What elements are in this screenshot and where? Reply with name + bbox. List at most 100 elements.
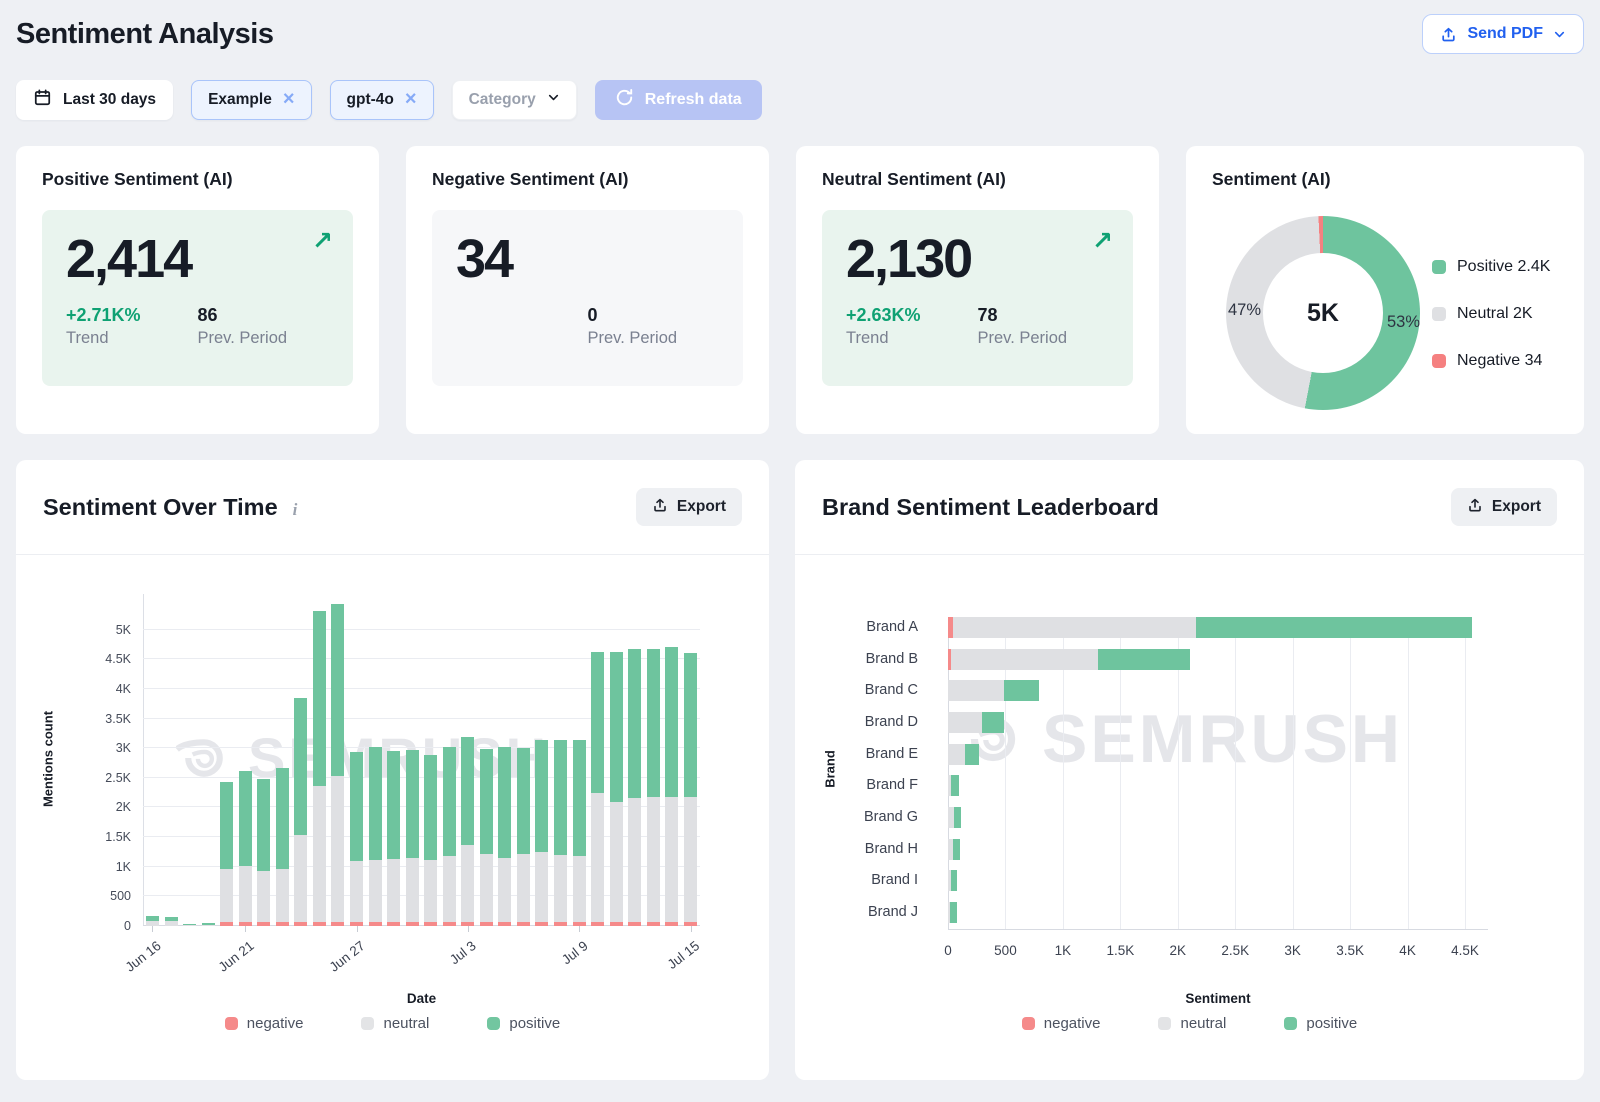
- time-bar[interactable]: [517, 594, 530, 926]
- time-bar[interactable]: [146, 594, 159, 926]
- bar-segment-neutral: [313, 786, 326, 922]
- bar-segment-positive: [965, 744, 979, 765]
- legend-item-positive[interactable]: positive: [487, 1015, 560, 1032]
- bar-segment-neutral: [424, 860, 437, 923]
- time-bar[interactable]: [276, 594, 289, 926]
- kpi-title: Neutral Sentiment (AI): [822, 169, 1133, 190]
- filter-chip-example[interactable]: Example ×: [191, 80, 311, 120]
- leaderboard-bar[interactable]: [948, 807, 1488, 828]
- time-bar[interactable]: [554, 594, 567, 926]
- bar-segment-neutral: [276, 869, 289, 922]
- bar-segment-neutral: [239, 866, 252, 922]
- donut-legend-item[interactable]: Positive 2.4K: [1432, 258, 1558, 276]
- time-bar[interactable]: [406, 594, 419, 926]
- time-bar[interactable]: [424, 594, 437, 926]
- leaderboard-bar[interactable]: [948, 775, 1488, 796]
- time-bar[interactable]: [183, 594, 196, 926]
- page-title: Sentiment Analysis: [16, 18, 273, 51]
- bar-segment-positive: [369, 747, 382, 860]
- bar-segment-negative: [294, 922, 307, 926]
- refresh-data-button[interactable]: Refresh data: [595, 80, 762, 120]
- leaderboard-bar[interactable]: [948, 712, 1488, 733]
- leaderboard-bar[interactable]: [948, 902, 1488, 923]
- time-bar[interactable]: [257, 594, 270, 926]
- brand-labels: Brand ABrand BBrand CBrand DBrand EBrand…: [795, 617, 934, 923]
- leaderboard-bar[interactable]: [948, 839, 1488, 860]
- x-axis-line: [948, 929, 1488, 930]
- time-bar[interactable]: [369, 594, 382, 926]
- category-select[interactable]: Category: [452, 80, 577, 120]
- brand-label: Brand H: [795, 839, 934, 860]
- time-bar[interactable]: [165, 594, 178, 926]
- time-bar[interactable]: [313, 594, 326, 926]
- bar-segment-negative: [331, 922, 344, 926]
- time-bar[interactable]: [573, 594, 586, 926]
- leaderboard-bar[interactable]: [948, 617, 1488, 638]
- bar-segment-negative: [369, 922, 382, 926]
- bar-segment-positive: [610, 652, 623, 801]
- charts-row: Sentiment Over Time i Export SEMRUSH Men…: [16, 460, 1584, 1080]
- time-bar[interactable]: [443, 594, 456, 926]
- y-tick-label: 4K: [116, 682, 131, 696]
- legend-item-negative[interactable]: negative: [225, 1015, 304, 1032]
- time-bar[interactable]: [591, 594, 604, 926]
- time-bar[interactable]: [684, 594, 697, 926]
- time-bar[interactable]: [294, 594, 307, 926]
- bar-segment-neutral: [387, 859, 400, 922]
- y-tick-label: 4.5K: [105, 652, 131, 666]
- time-bar[interactable]: [647, 594, 660, 926]
- legend-item-positive[interactable]: positive: [1284, 1015, 1357, 1032]
- leaderboard-bar[interactable]: [948, 744, 1488, 765]
- time-bar[interactable]: [387, 594, 400, 926]
- send-pdf-button[interactable]: Send PDF: [1422, 14, 1584, 54]
- filter-chip-gpt-4o[interactable]: gpt-4o ×: [330, 80, 434, 120]
- time-bar[interactable]: [628, 594, 641, 926]
- time-bar[interactable]: [202, 594, 215, 926]
- bar-segment-negative: [313, 922, 326, 926]
- bar-segment-neutral: [369, 860, 382, 922]
- time-bar[interactable]: [331, 594, 344, 926]
- time-bar[interactable]: [498, 594, 511, 926]
- time-bar[interactable]: [665, 594, 678, 926]
- info-icon[interactable]: i: [293, 500, 298, 520]
- legend-label: positive: [509, 1015, 560, 1032]
- legend-item-neutral[interactable]: neutral: [361, 1015, 429, 1032]
- bar-segment-positive: [220, 782, 233, 869]
- close-icon[interactable]: ×: [283, 89, 295, 109]
- sentiment-over-time-card: Sentiment Over Time i Export SEMRUSH Men…: [16, 460, 769, 1080]
- close-icon[interactable]: ×: [405, 89, 417, 109]
- legend-item-neutral[interactable]: neutral: [1158, 1015, 1226, 1032]
- kpi-value: 2,130: [846, 234, 1109, 285]
- donut-legend-item[interactable]: Neutral 2K: [1432, 305, 1558, 323]
- donut-legend-item[interactable]: Negative 34: [1432, 352, 1558, 370]
- bar-segment-neutral: [684, 797, 697, 922]
- kpi-prev-value: 0: [588, 305, 720, 326]
- time-bar[interactable]: [535, 594, 548, 926]
- time-bar[interactable]: [220, 594, 233, 926]
- kpi-trend-value: +2.71K%: [66, 305, 198, 326]
- x-axis-title: Date: [143, 991, 700, 1006]
- bar-segment-neutral: [220, 869, 233, 922]
- chart-legend: negative neutral positive: [795, 1015, 1584, 1032]
- chevron-down-icon: [547, 91, 560, 109]
- time-bar[interactable]: [239, 594, 252, 926]
- legend-label: negative: [247, 1015, 304, 1032]
- time-bar[interactable]: [350, 594, 363, 926]
- export-button[interactable]: Export: [636, 488, 742, 526]
- export-button[interactable]: Export: [1451, 488, 1557, 526]
- send-pdf-label: Send PDF: [1467, 25, 1543, 43]
- legend-label: neutral: [1180, 1015, 1226, 1032]
- kpi-trend-value: +2.63K%: [846, 305, 978, 326]
- y-tick-label: 5K: [116, 623, 131, 637]
- bar-segment-negative: [573, 922, 586, 926]
- time-bar[interactable]: [480, 594, 493, 926]
- leaderboard-bar[interactable]: [948, 649, 1488, 670]
- bar-segment-neutral: [350, 861, 363, 922]
- leaderboard-bar[interactable]: [948, 680, 1488, 701]
- time-bar[interactable]: [610, 594, 623, 926]
- leaderboard-bar[interactable]: [948, 870, 1488, 891]
- kpi-trend-label: Trend: [66, 329, 198, 348]
- legend-item-negative[interactable]: negative: [1022, 1015, 1101, 1032]
- date-range-button[interactable]: Last 30 days: [16, 80, 173, 120]
- time-bar[interactable]: [461, 594, 474, 926]
